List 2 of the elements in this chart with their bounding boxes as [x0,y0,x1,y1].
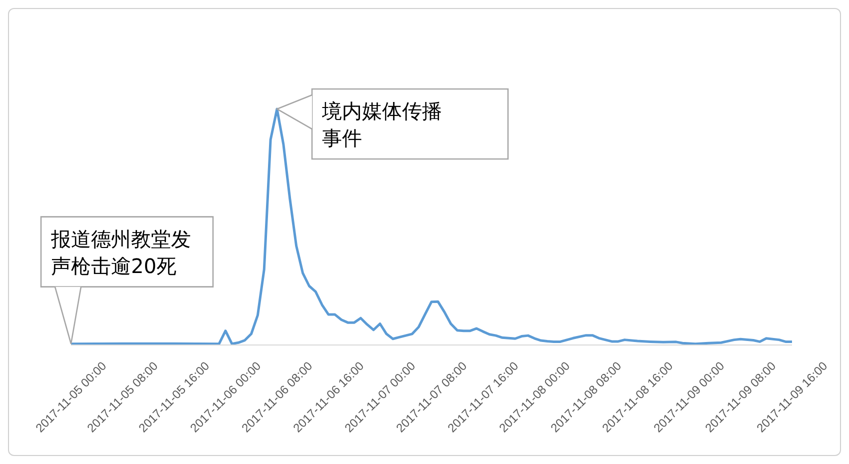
annotation: 报道德州教堂发声枪击逾20死 [50,226,191,278]
annotation: 境内媒体传播事件 [321,99,442,150]
